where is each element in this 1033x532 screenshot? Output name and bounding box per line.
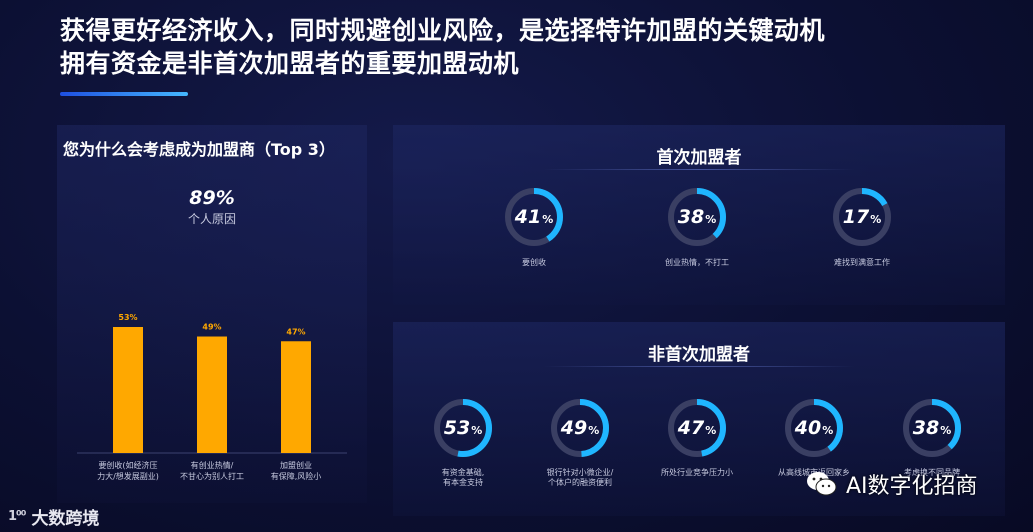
non-first-time-donut-3: 47% bbox=[666, 397, 728, 459]
first-time-donut-caption-2: 创业热情，不打工 bbox=[637, 258, 757, 268]
headline-line-2: 拥有资金是非首次加盟者的重要加盟动机 bbox=[60, 49, 520, 78]
first-time-donut-3: 17% bbox=[831, 186, 893, 248]
non-first-time-donut-caption-4: 从高线城市返回家乡 bbox=[754, 468, 874, 478]
left-panel: 您为什么会考虑成为加盟商（Top 3） 89% 个人原因 53% 要创收(如经济压… bbox=[57, 125, 367, 503]
bar-category-label-3-1: 加盟创业 bbox=[280, 460, 312, 470]
non-first-time-donut-caption-line-5-1: 考虑换不同品牌 bbox=[904, 468, 960, 477]
headline-accent-line bbox=[60, 92, 188, 96]
wechat-name: AI数字化招商 bbox=[846, 474, 978, 499]
wechat-icon bbox=[806, 469, 838, 499]
wechat-badge: AI数字化招商 bbox=[806, 468, 978, 500]
first-time-donut-value-1: 41% bbox=[514, 206, 554, 228]
non-first-time-donut-value-3: 47% bbox=[677, 417, 717, 439]
non-first-time-donut-caption-5: 考虑换不同品牌 bbox=[872, 468, 992, 478]
non-first-time-title: 非首次加盟者 bbox=[648, 345, 750, 365]
bar-value-label-3: 47% bbox=[286, 327, 305, 336]
non-first-time-donut-caption-1: 有资金基础, 有本金支持 bbox=[403, 468, 523, 488]
footer-logo: 1⁰⁰ 大数跨境 bbox=[8, 504, 99, 529]
non-first-time-donut-caption-line-2-1: 银行针对小微企业/ bbox=[546, 468, 614, 477]
first-time-title-rule bbox=[543, 169, 855, 170]
first-time-donut-arc-3 bbox=[833, 188, 891, 246]
non-first-time-donut-value-1: 53% bbox=[443, 417, 483, 439]
non-first-time-donut-value-5: 38% bbox=[912, 417, 952, 439]
non-first-time-donut-caption-2: 银行针对小微企业/个体户的融资便利 bbox=[520, 468, 640, 488]
logo-mark: 1⁰⁰ bbox=[8, 509, 26, 524]
first-time-donut-caption-line-3-1: 难找到满意工作 bbox=[834, 258, 890, 267]
first-time-donut-caption-3: 难找到满意工作 bbox=[802, 258, 922, 268]
non-first-time-donut-4: 40% bbox=[783, 397, 845, 459]
non-first-time-panel: 非首次加盟者 53% 有资金基础, 有本金支持 49% 银行针对小微企业/个体户的融资便… bbox=[393, 322, 1005, 516]
non-first-time-donut-caption-line-1-2: 有本金支持 bbox=[443, 478, 483, 487]
bar-category-label-3-2: 有保障,风险小 bbox=[271, 471, 322, 481]
non-first-time-donut-caption-line-2-2: 个体户的融资便利 bbox=[548, 478, 612, 487]
bar-1 bbox=[113, 327, 143, 453]
first-time-donut-caption-line-2-1: 创业热情，不打工 bbox=[665, 258, 729, 267]
first-time-donut-arc-2 bbox=[668, 188, 726, 246]
first-time-donut-value-3: 17% bbox=[842, 206, 882, 228]
non-first-time-donut-arc-1 bbox=[434, 399, 492, 457]
bar-category-label-2-2: 不甘心为别人打工 bbox=[180, 471, 244, 481]
non-first-time-donut-arc-2 bbox=[551, 399, 609, 457]
non-first-time-donut-caption-line-4-1: 从高线城市返回家乡 bbox=[778, 468, 850, 477]
non-first-time-donut-arc-5 bbox=[903, 399, 961, 457]
first-time-donut-caption-1: 要创收 bbox=[474, 258, 594, 268]
non-first-time-donut-value-4: 40% bbox=[794, 417, 834, 439]
non-first-time-donut-value-2: 49% bbox=[560, 417, 600, 439]
bar-category-label-1-2: 力大/想发展副业) bbox=[97, 471, 159, 481]
non-first-time-donut-arc-3 bbox=[668, 399, 726, 457]
first-time-title: 首次加盟者 bbox=[656, 148, 742, 168]
non-first-time-donut-1: 53% bbox=[432, 397, 494, 459]
logo-text: 大数跨境 bbox=[31, 509, 100, 529]
non-first-time-title-rule bbox=[543, 366, 855, 367]
first-time-donut-2: 38% bbox=[666, 186, 728, 248]
first-time-donut-caption-line-1-1: 要创收 bbox=[522, 258, 546, 267]
first-time-donut-value-2: 38% bbox=[677, 206, 717, 228]
non-first-time-donut-caption-line-3-1: 所处行业竞争压力小 bbox=[661, 468, 733, 477]
bar-3 bbox=[281, 341, 311, 453]
non-first-time-donut-caption-3: 所处行业竞争压力小 bbox=[637, 468, 757, 478]
total-percentage: 89% bbox=[189, 187, 235, 209]
bar-category-label-2-1: 有创业热情/ bbox=[191, 460, 234, 470]
first-time-panel: 首次加盟者 41% 要创收 38% 创业热情，不打工 17% 难找到满意工作 bbox=[393, 125, 1005, 305]
headline: 获得更好经济收入，同时规避创业风险，是选择特许加盟的关键动机 拥有资金是非首次加… bbox=[60, 14, 825, 80]
first-time-donut-arc-1 bbox=[505, 188, 563, 246]
bar-value-label-1: 53% bbox=[118, 313, 137, 322]
non-first-time-donut-2: 49% bbox=[549, 397, 611, 459]
headline-line-1: 获得更好经济收入，同时规避创业风险，是选择特许加盟的关键动机 bbox=[60, 16, 826, 45]
non-first-time-donut-caption-line-1-1: 有资金基础, bbox=[441, 468, 485, 477]
first-time-donut-1: 41% bbox=[503, 186, 565, 248]
total-percentage-label: 个人原因 bbox=[187, 212, 236, 226]
bar-2 bbox=[197, 336, 227, 453]
bar-category-label-1-1: 要创收(如经济压 bbox=[98, 460, 157, 470]
non-first-time-donut-arc-4 bbox=[785, 399, 843, 457]
bar-value-label-2: 49% bbox=[202, 323, 221, 332]
non-first-time-donut-5: 38% bbox=[901, 397, 963, 459]
left-chart-title: 您为什么会考虑成为加盟商（Top 3） bbox=[63, 140, 335, 159]
